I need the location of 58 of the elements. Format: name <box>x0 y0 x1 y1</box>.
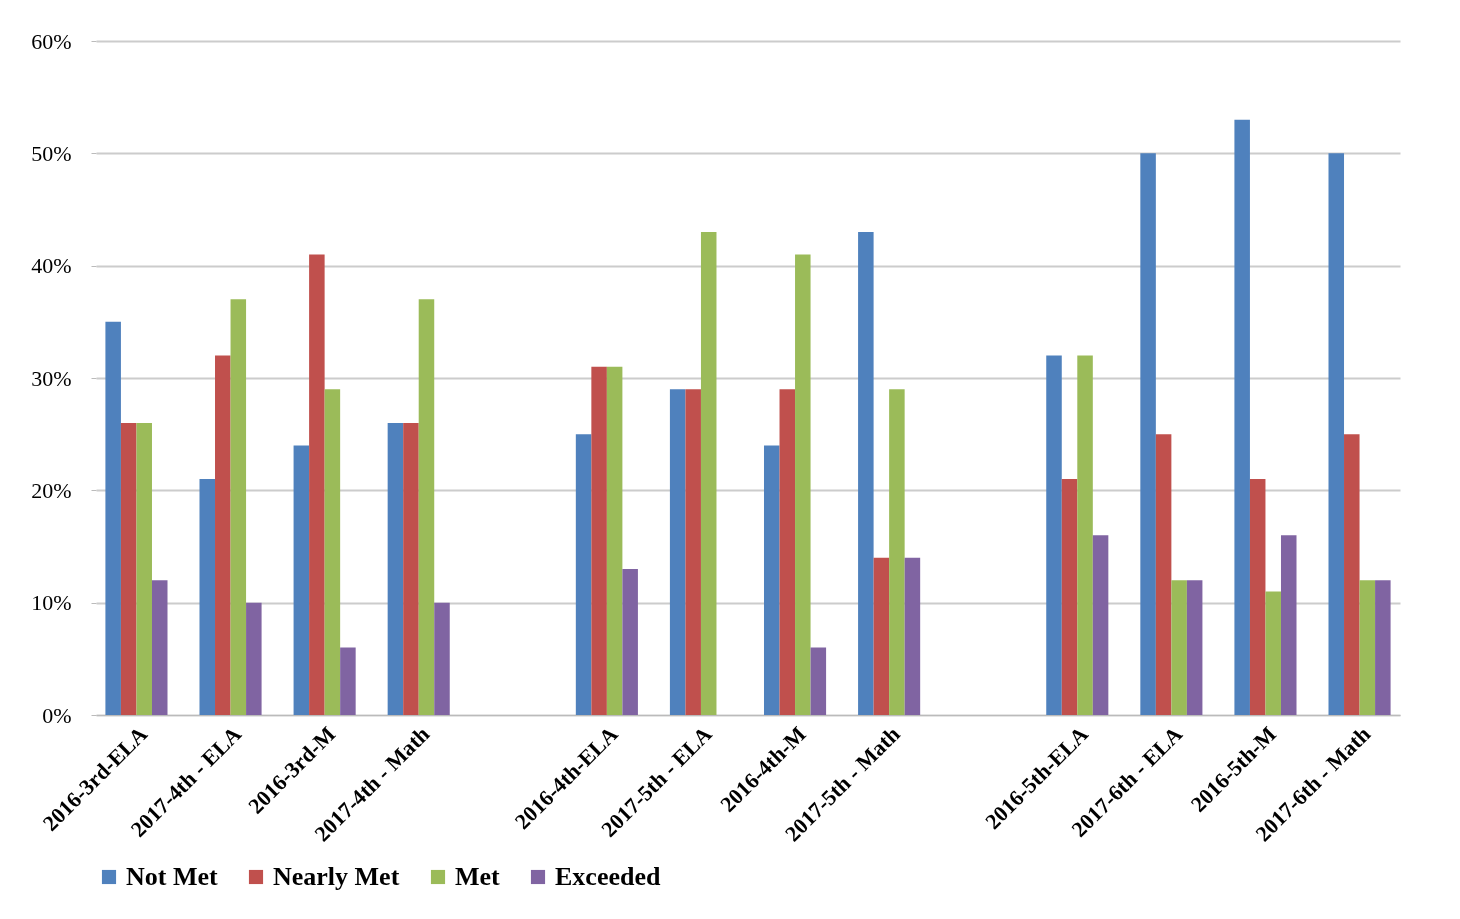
bar <box>387 422 404 715</box>
bar <box>1061 479 1078 715</box>
y-tick-label: 30% <box>31 365 72 391</box>
legend-label: Not Met <box>126 862 219 891</box>
legend-label: Nearly Met <box>273 862 400 891</box>
bar <box>215 355 231 715</box>
bar <box>904 557 921 715</box>
y-tick-label: 60% <box>31 28 72 54</box>
bar <box>136 422 152 715</box>
bar <box>120 422 137 715</box>
bar <box>591 366 607 715</box>
bar <box>575 434 592 715</box>
bar <box>700 231 717 715</box>
bar <box>873 557 890 715</box>
legend-label: Met <box>455 862 501 891</box>
bar <box>340 647 356 715</box>
bar <box>1140 153 1156 715</box>
bar <box>1234 119 1250 715</box>
y-tick-label: 0% <box>42 702 72 728</box>
bar <box>1249 479 1266 715</box>
bar <box>1092 535 1109 715</box>
bar <box>230 299 247 715</box>
bar <box>293 445 310 715</box>
bar <box>606 366 623 715</box>
bar <box>779 389 796 715</box>
bar <box>763 445 780 715</box>
bar <box>1344 434 1360 715</box>
bar <box>1186 580 1203 715</box>
bar <box>309 254 325 715</box>
bar <box>1280 535 1297 715</box>
bar <box>889 389 905 715</box>
bar <box>403 422 419 715</box>
bar <box>434 602 450 715</box>
bar <box>810 647 827 715</box>
bar <box>324 389 341 715</box>
bar <box>246 602 262 715</box>
y-tick-label: 50% <box>31 140 72 166</box>
y-tick-label: 10% <box>31 590 72 616</box>
bar <box>858 231 874 715</box>
bar <box>418 299 435 715</box>
y-tick-label: 20% <box>31 477 72 503</box>
bar <box>151 580 168 715</box>
bar <box>199 479 216 715</box>
bar <box>1375 580 1391 715</box>
bar <box>622 568 638 715</box>
bar <box>1171 580 1187 715</box>
bar <box>685 389 701 715</box>
bar <box>669 389 686 715</box>
y-tick-label: 40% <box>31 253 72 279</box>
bar <box>1265 591 1281 715</box>
bar <box>105 321 121 715</box>
bar <box>1359 580 1376 715</box>
bar <box>795 254 811 715</box>
bar <box>1077 355 1093 715</box>
bar <box>1046 355 1062 715</box>
bar <box>1328 153 1345 715</box>
legend-label: Exceeded <box>555 862 661 891</box>
bar <box>1155 434 1172 715</box>
